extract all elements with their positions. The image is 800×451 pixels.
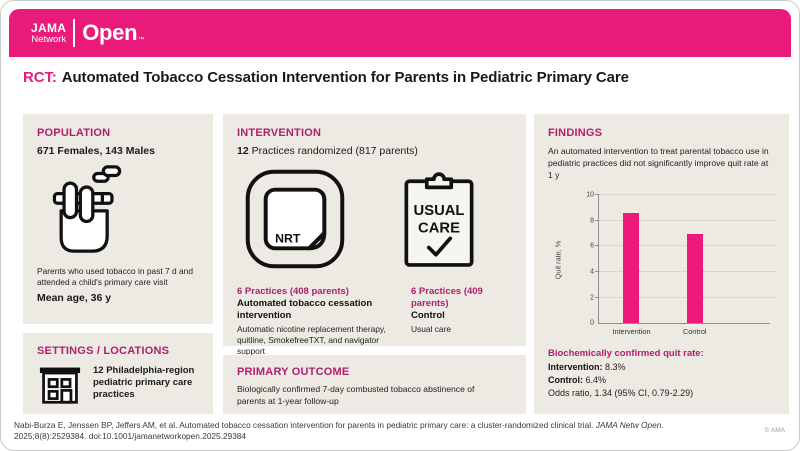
bar-control bbox=[686, 233, 703, 324]
arm-description: Automatic nicotine replacement therapy, … bbox=[237, 323, 386, 357]
citation-line1: Nabi-Burza E, Jenssen BP, Jeffers AM, et… bbox=[14, 420, 759, 431]
y-tick-label: 8 bbox=[590, 217, 594, 225]
brand-header-bar: JAMA Network Open ™ bbox=[9, 9, 791, 57]
checkmark-icon bbox=[426, 236, 453, 257]
y-tick-label: 0 bbox=[590, 319, 594, 327]
arm-practices: 6 Practices (409 parents) bbox=[411, 286, 483, 309]
population-stat: 671 Females, 143 Males bbox=[37, 145, 155, 157]
arm-practices: 6 Practices (408 parents) bbox=[237, 286, 349, 297]
citation-text: Nabi-Burza E, Jenssen BP, Jeffers AM, et… bbox=[14, 420, 596, 430]
intervention-panel: INTERVENTION 12 Practices randomized (81… bbox=[223, 114, 526, 356]
y-tick-label: 10 bbox=[586, 191, 594, 199]
odds-ratio: Odds ratio, 1.34 (95% CI, 0.79-2.29) bbox=[548, 388, 694, 399]
control-arm: 6 Practices (409 parents) Control Usual … bbox=[411, 286, 512, 358]
arm-name: Control bbox=[411, 309, 445, 321]
page-title: RCT: Automated Tobacco Cessation Interven… bbox=[23, 69, 779, 86]
primary-outcome-panel: PRIMARY OUTCOME Biologically confirmed 7… bbox=[223, 355, 526, 414]
findings-panel: FINDINGS An automated intervention to tr… bbox=[534, 114, 789, 414]
y-tick-label: 6 bbox=[590, 242, 594, 250]
nrt-patch-icon: NRT bbox=[243, 167, 347, 276]
findings-heading: FINDINGS bbox=[548, 127, 603, 139]
intervention-heading: INTERVENTION bbox=[237, 127, 322, 139]
title-text: Automated Tobacco Cessation Intervention… bbox=[61, 69, 629, 86]
usual-care-label-line1: USUAL bbox=[414, 203, 465, 219]
logo-jama-text: JAMA bbox=[31, 20, 67, 35]
results-heading: Biochemically confirmed quit rate: bbox=[548, 348, 704, 360]
population-panel: POPULATION 671 Females, 143 Males Parent… bbox=[23, 114, 213, 324]
hand-cigarette-icon bbox=[49, 163, 199, 260]
result-label: Control: bbox=[548, 375, 583, 386]
bar-intervention bbox=[623, 213, 640, 324]
x-axis-label: Control bbox=[682, 327, 707, 337]
logo-jama-network: JAMA Network bbox=[31, 22, 66, 45]
quit-rate-chart: Quit rate, % 0 2 4 6 8 10 Intervention Control bbox=[554, 192, 776, 336]
population-description: Parents who used tobacco in past 7 d and… bbox=[37, 266, 193, 288]
primary-outcome-text: Biologically confirmed 7-day combusted t… bbox=[237, 384, 475, 406]
logo-network-text: Network bbox=[31, 33, 67, 45]
logo-open-text: Open bbox=[82, 20, 138, 45]
citation-journal: JAMA Netw Open. bbox=[595, 420, 664, 430]
y-tick-mark bbox=[595, 245, 599, 247]
y-tick-mark bbox=[595, 219, 599, 221]
population-heading: POPULATION bbox=[37, 127, 111, 139]
arm-name: Automated tobacco cessation intervention bbox=[237, 297, 373, 321]
intervention-arm: 6 Practices (408 parents) Automated toba… bbox=[237, 286, 397, 358]
x-axis-label: Intervention bbox=[612, 327, 651, 337]
result-intervention: Intervention: 8.3% bbox=[548, 361, 775, 374]
y-tick-mark bbox=[595, 270, 599, 272]
citation-line2: 2025;8(8):2529384. doi:10.1001/jamanetwo… bbox=[14, 430, 247, 441]
logo-trademark: ™ bbox=[138, 37, 145, 43]
settings-text: 12 Philadelphia-region pediatric primary… bbox=[93, 365, 195, 400]
copyright-ama: © AMA bbox=[764, 427, 785, 434]
y-tick-label: 2 bbox=[590, 294, 594, 301]
y-axis-title: Quit rate, % bbox=[553, 240, 563, 279]
population-mean-age: Mean age, 36 y bbox=[37, 291, 112, 304]
settings-heading: SETTINGS / LOCATIONS bbox=[37, 345, 170, 357]
y-tick-label: 4 bbox=[590, 268, 594, 276]
practice-count: 12 bbox=[237, 145, 249, 157]
findings-summary: An automated intervention to treat paren… bbox=[548, 146, 769, 181]
nrt-label: NRT bbox=[275, 232, 301, 246]
result-control: Control: 6.4% bbox=[548, 374, 775, 387]
randomization-text: Practices randomized (817 parents) bbox=[248, 145, 418, 157]
gridline bbox=[599, 219, 776, 221]
settings-panel: SETTINGS / LOCATIONS 12 Philadelphia-reg… bbox=[23, 333, 213, 414]
study-type-tag: RCT: bbox=[23, 69, 57, 86]
result-value: 8.3% bbox=[605, 362, 626, 373]
y-tick-mark bbox=[595, 194, 599, 196]
y-tick-mark bbox=[595, 296, 599, 298]
usual-care-label-line2: CARE bbox=[418, 220, 460, 236]
primary-outcome-heading: PRIMARY OUTCOME bbox=[237, 366, 350, 378]
randomization-line: 12 Practices randomized (817 parents) bbox=[237, 145, 512, 157]
result-label: Intervention: bbox=[548, 362, 603, 373]
usual-care-clipboard-icon: USUAL CARE bbox=[399, 169, 479, 274]
findings-results: Biochemically confirmed quit rate: Inter… bbox=[548, 348, 775, 400]
result-value: 6.4% bbox=[585, 375, 607, 386]
jama-network-open-logo: JAMA Network Open ™ bbox=[31, 19, 144, 47]
arm-description: Usual care bbox=[411, 323, 452, 334]
citation: Nabi-Burza E, Jenssen BP, Jeffers AM, et… bbox=[14, 420, 759, 442]
gridline bbox=[599, 194, 776, 196]
quit-rate-chart-plot: 0 2 4 6 8 10 Intervention Control bbox=[586, 192, 776, 336]
logo-divider bbox=[73, 19, 76, 47]
building-icon bbox=[37, 363, 83, 410]
